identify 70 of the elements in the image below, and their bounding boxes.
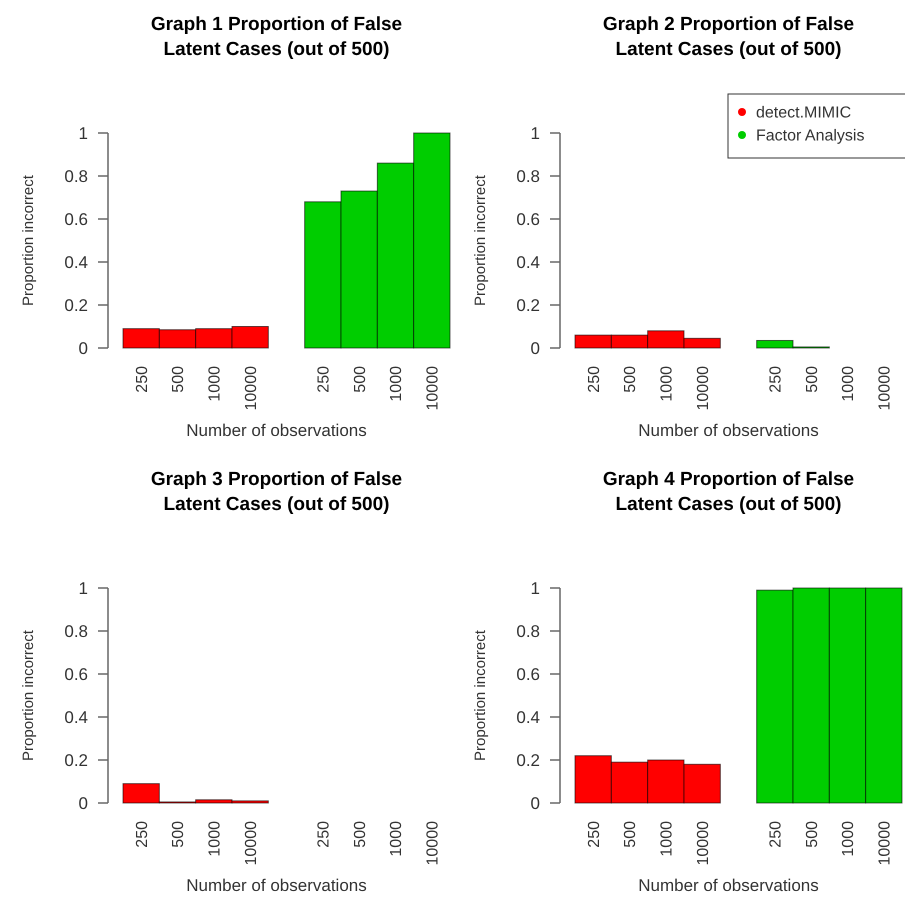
x-tick-label: 250: [767, 820, 784, 848]
chart-title: Graph 3 Proportion of False Latent Cases (out of 500): [150, 469, 402, 515]
y-tick-label: 0.8: [64, 622, 88, 641]
x-tick-label: 250: [586, 820, 603, 848]
x-tick-label: 250: [315, 366, 332, 393]
x-axis-title: Number of observations: [638, 421, 819, 440]
y-tick-label: 0.8: [516, 166, 540, 186]
x-tick-label: 1000: [658, 366, 676, 402]
y-tick-label: 0: [78, 794, 88, 813]
y-axis-title: Proportion incorrect: [20, 629, 37, 761]
x-tick-label: 10000: [694, 366, 712, 410]
y-tick-label: 0: [530, 794, 540, 813]
y-axis-title: Proportion incorrect: [20, 174, 37, 306]
y-tick-label: 1: [530, 124, 540, 143]
y-tick-label: 0.6: [64, 210, 88, 229]
x-tick-label: 250: [586, 366, 603, 393]
x-tick-label: 500: [352, 366, 369, 393]
chart-title: Graph 2 Proportion of False Latent Cases (out of 500): [602, 14, 854, 60]
y-tick-label: 1: [78, 578, 88, 598]
x-tick-label: 10000: [424, 366, 442, 410]
x-tick-label: 250: [315, 820, 332, 848]
legend-label: Factor Analysis: [756, 128, 864, 145]
x-tick-label: 500: [622, 366, 640, 393]
y-tick-label: 1: [530, 578, 540, 598]
y-tick-label: 0.4: [516, 252, 540, 272]
x-tick-label: 1000: [840, 366, 858, 402]
legend-label: detect.MIMIC: [756, 104, 852, 122]
x-tick-label: 1000: [388, 366, 406, 402]
x-tick-label: 10000: [242, 366, 260, 410]
x-axis-title: Number of observations: [186, 876, 367, 895]
x-tick-label: 1000: [840, 820, 858, 857]
y-axis-title: Proportion incorrect: [472, 174, 489, 306]
x-tick-label: 250: [767, 366, 784, 393]
x-tick-label: 500: [804, 366, 821, 393]
x-axis-title: Number of observations: [186, 421, 367, 440]
y-tick-label: 0.6: [516, 210, 540, 229]
y-tick-label: 0.6: [516, 664, 540, 684]
y-tick-label: 0.4: [64, 252, 88, 272]
x-tick-label: 250: [134, 820, 151, 848]
x-tick-label: 1000: [206, 820, 224, 857]
y-tick-label: 0.2: [64, 750, 88, 770]
x-tick-label: 500: [352, 820, 369, 848]
chart-title: Graph 1 Proportion of False Latent Cases (out of 500): [150, 14, 402, 60]
y-tick-label: 0: [530, 338, 540, 358]
y-tick-label: 0.2: [64, 296, 88, 315]
x-tick-label: 500: [170, 366, 188, 393]
y-tick-label: 0: [78, 338, 88, 358]
x-tick-label: 1000: [206, 366, 224, 402]
y-tick-label: 0.2: [516, 750, 540, 770]
y-axis-title: Proportion incorrect: [472, 629, 489, 761]
y-tick-label: 1: [78, 124, 88, 143]
x-tick-label: 10000: [242, 820, 260, 866]
x-tick-label: 1000: [388, 820, 406, 857]
x-tick-label: 250: [134, 366, 151, 393]
chart-title: Graph 4 Proportion of False Latent Cases (out of 500): [602, 469, 854, 515]
x-tick-label: 500: [170, 820, 188, 848]
x-tick-label: 1000: [658, 820, 676, 857]
y-tick-label: 0.4: [64, 708, 88, 727]
x-tick-label: 500: [804, 820, 821, 848]
y-tick-label: 0.6: [64, 664, 88, 684]
y-tick-label: 0.2: [516, 296, 540, 315]
x-axis-title: Number of observations: [638, 876, 819, 895]
y-tick-label: 0.8: [516, 622, 540, 641]
y-tick-label: 0.8: [64, 166, 88, 186]
x-tick-label: 10000: [876, 366, 894, 410]
y-tick-label: 0.4: [516, 708, 540, 727]
x-tick-label: 10000: [424, 820, 442, 866]
x-tick-label: 10000: [876, 820, 894, 866]
x-tick-label: 500: [622, 820, 640, 848]
x-tick-label: 10000: [694, 820, 712, 866]
